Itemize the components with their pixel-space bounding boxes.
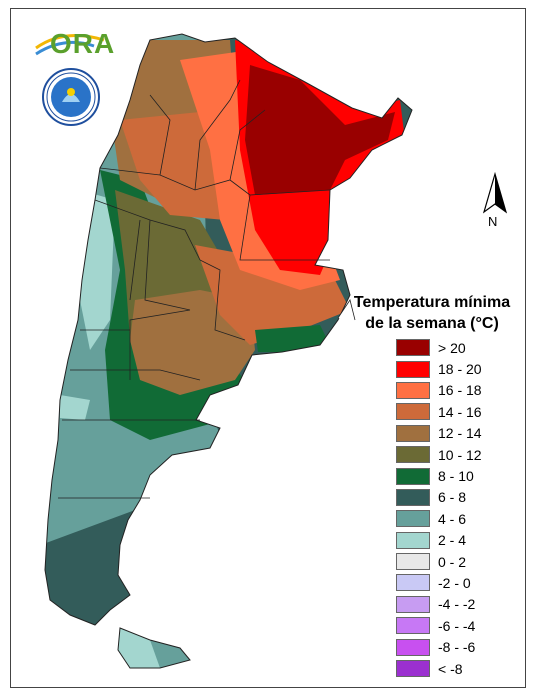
legend-label: -4 - -2 <box>438 596 476 613</box>
legend-swatch <box>396 531 430 549</box>
legend-item: 14 - 16 <box>396 401 526 422</box>
legend-label: 6 - 8 <box>438 489 467 506</box>
legend-item: 10 - 12 <box>396 444 526 465</box>
legend-item: 0 - 2 <box>396 551 526 572</box>
legend-title-line1: Temperatura mínima <box>353 294 511 311</box>
legend-label: -8 - -6 <box>438 639 476 656</box>
logo-text: ORA <box>50 28 116 59</box>
legend-swatch <box>396 360 430 378</box>
legend-label: 8 - 10 <box>438 468 474 485</box>
legend-swatch <box>396 595 430 613</box>
legend-swatch <box>396 403 430 421</box>
legend-item: 16 - 18 <box>396 380 526 401</box>
zone-8-10-coast <box>255 325 330 352</box>
legend-item: -2 - 0 <box>396 572 526 593</box>
legend-swatch <box>396 638 430 656</box>
island-outline <box>117 627 191 669</box>
legend-swatch <box>396 617 430 635</box>
legend-swatch <box>396 660 430 678</box>
legend-item: 18 - 20 <box>396 358 526 379</box>
tierra-del-fuego-zone-2-4 <box>118 628 160 668</box>
legend-label: -6 - -4 <box>438 617 476 634</box>
zone-over-20 <box>245 65 395 195</box>
sun-arc-logo-icon <box>35 34 105 56</box>
legend-label: 14 - 16 <box>438 403 482 420</box>
legend-swatch <box>396 488 430 506</box>
legend-swatch <box>396 339 430 357</box>
legend-swatch <box>396 510 430 528</box>
legend-label: 16 - 18 <box>438 382 482 399</box>
zone-2-4-small <box>60 395 90 420</box>
rio-de-la-plata <box>337 299 356 321</box>
legend-title: Temperatura mínima de la semana (°C) <box>340 292 524 334</box>
north-arrow-icon <box>482 172 508 214</box>
legend-item: -4 - -2 <box>396 594 526 615</box>
legend: > 20 18 - 20 16 - 18 14 - 16 12 - 14 10 … <box>396 337 526 679</box>
legend-label: -2 - 0 <box>438 574 471 591</box>
legend-item: 2 - 4 <box>396 530 526 551</box>
legend-swatch <box>396 467 430 485</box>
legend-item: 12 - 14 <box>396 423 526 444</box>
legend-label: < -8 <box>438 660 463 677</box>
country-outline <box>44 33 413 626</box>
legend-item: -6 - -4 <box>396 615 526 636</box>
legend-swatch <box>396 381 430 399</box>
legend-label: 2 - 4 <box>438 532 467 549</box>
legend-label: 0 - 2 <box>438 553 467 570</box>
legend-title-line2: de la semana (°C) <box>365 315 499 332</box>
legend-item: 8 - 10 <box>396 465 526 486</box>
north-label: N <box>488 214 498 229</box>
legend-label: 18 - 20 <box>438 361 482 378</box>
legend-item: > 20 <box>396 337 526 358</box>
legend-label: 12 - 14 <box>438 425 482 442</box>
legend-item: 6 - 8 <box>396 487 526 508</box>
province-boundaries <box>58 79 331 499</box>
legend-swatch <box>396 574 430 592</box>
smn-seal-icon <box>42 68 100 126</box>
legend-item: < -8 <box>396 658 526 679</box>
legend-label: 4 - 6 <box>438 510 467 527</box>
legend-item: 4 - 6 <box>396 508 526 529</box>
legend-swatch <box>396 424 430 442</box>
legend-label: 10 - 12 <box>438 446 482 463</box>
legend-swatch <box>396 553 430 571</box>
legend-label: > 20 <box>438 339 466 356</box>
legend-swatch <box>396 446 430 464</box>
legend-item: -8 - -6 <box>396 636 526 657</box>
